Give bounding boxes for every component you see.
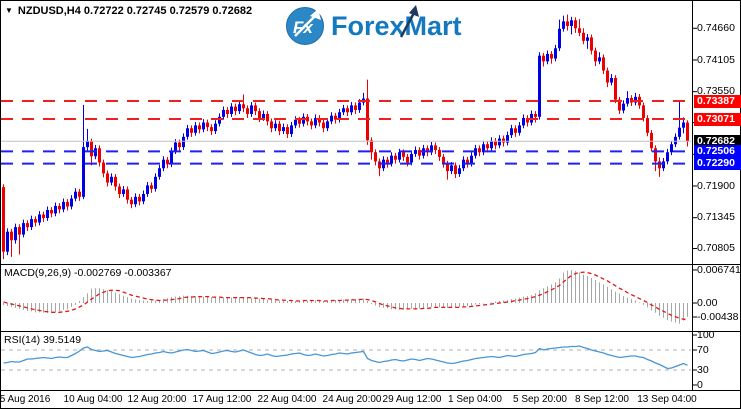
candles-layer[interactable]	[2, 14, 689, 260]
price-label-badge: 0.73387	[694, 94, 741, 108]
price-label-badge: 0.72506	[694, 144, 741, 158]
macd-signal-line	[3, 271, 688, 321]
macd-histogram	[3, 270, 688, 324]
rsi-axis-label: 100	[697, 328, 715, 341]
time-axis-label: 24 Aug 20:00	[322, 394, 382, 405]
time-axis-label: 1 Sep 04:00	[448, 394, 502, 405]
forexmart-logo: Fx ForexMart	[286, 4, 462, 47]
logo-wordmark: ForexMart	[331, 4, 462, 42]
logo-arrow-icon	[294, 9, 321, 37]
logo-text-forex: Forex	[331, 10, 405, 41]
macd-label: MACD(9,26,9) -0.002769 -0.003367	[4, 267, 172, 279]
price-axis-label: 0.71900	[697, 179, 735, 192]
price-label-badge: 0.72290	[694, 157, 741, 171]
time-axis-label: 5 Sep 20:00	[513, 394, 567, 405]
symbol-header: ▼ NZDUSD,H4 0.72722 0.72745 0.72579 0.72…	[5, 5, 252, 17]
macd-axis-label: 0.006741	[697, 263, 741, 276]
time-axis-label: 17 Aug 12:00	[192, 394, 252, 405]
rsi-axis-label: 30	[697, 363, 709, 376]
price-axis-label: 0.74105	[697, 53, 735, 66]
time-axis-label: 12 Aug 20:00	[127, 394, 187, 405]
time-axis-label: 22 Aug 04:00	[257, 394, 317, 405]
rsi-label: RSI(14) 39.5149	[4, 334, 82, 346]
rsi-axis-label: 70	[697, 343, 709, 356]
price-axis-label: 0.73550	[697, 85, 735, 98]
logo-wordmark-arrow-icon	[399, 4, 419, 38]
time-axis-label: 5 Aug 2016	[0, 394, 51, 405]
logo-circle-icon: Fx	[286, 7, 324, 45]
price-axis-label: 0.74660	[697, 21, 735, 34]
price-label-badge: 0.73071	[694, 112, 741, 126]
price-label-badge: 0.72682	[694, 134, 741, 148]
time-axis-label: 8 Sep 12:00	[575, 394, 629, 405]
macd-axis-label: 0.00	[697, 296, 718, 309]
chevron-down-icon[interactable]: ▼	[5, 6, 13, 15]
time-axis-label: 29 Aug 12:00	[382, 394, 442, 405]
time-axis-label: 10 Aug 04:00	[63, 394, 123, 405]
time-axis-label: 13 Sep 04:00	[637, 394, 697, 405]
price-axis-label: 0.71345	[697, 211, 735, 224]
rsi-axis-label: 0	[697, 378, 703, 391]
price-axis-label: 0.70805	[697, 242, 735, 254]
logo-text-mart: Mart	[404, 10, 462, 41]
symbol-ohlc-label: NZDUSD,H4 0.72722 0.72745 0.72579 0.7268…	[17, 5, 253, 17]
rsi-line	[3, 345, 688, 370]
macd-axis-label: -0.00438	[697, 310, 739, 323]
